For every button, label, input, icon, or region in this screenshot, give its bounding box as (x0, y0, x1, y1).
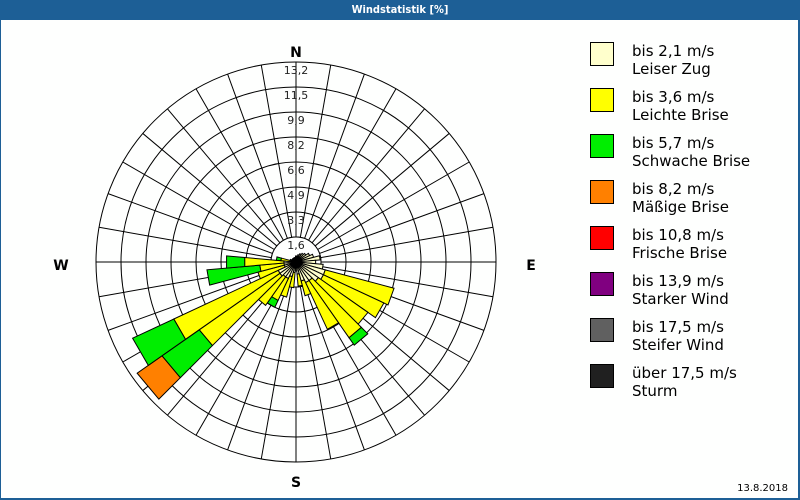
chart-panel: 1,6 3,3 4,9 6,6 8,2 9,9 11,5 13,2 N S W E bis 2,1 m… (1, 20, 798, 498)
ring-label: 11,5 (284, 89, 309, 102)
compass-W: W (53, 258, 68, 274)
legend-label: bis 2,1 m/s Leiser Zug (632, 42, 715, 78)
sector-bar (348, 326, 369, 346)
ring-label: 9,9 (287, 114, 305, 127)
ring-label: 13,2 (284, 64, 309, 77)
legend-swatch (590, 42, 614, 66)
sector-bar (300, 279, 312, 297)
ring-label: 4,9 (287, 189, 305, 202)
sector-bar (136, 355, 181, 400)
legend-label: bis 5,7 m/s Schwache Brise (632, 134, 751, 170)
sector-bar (131, 318, 187, 367)
legend-label: bis 13,9 m/s Starker Wind (632, 272, 729, 308)
window-title: Windstatistik [%] (0, 0, 800, 20)
date-label: 13.8.2018 (737, 483, 788, 494)
sector-bar (320, 274, 385, 319)
ring-label: 1,6 (287, 239, 305, 252)
compass-N: N (290, 45, 302, 61)
compass-E: E (526, 258, 536, 274)
sectors (131, 252, 395, 400)
legend-label: bis 17,5 m/s Steifer Wind (632, 318, 724, 354)
legend-swatch (590, 272, 614, 296)
legend-swatch (590, 318, 614, 342)
sector-bar (275, 256, 282, 262)
legend-swatch (590, 88, 614, 112)
sector-bar (322, 269, 395, 306)
sector-bar (206, 264, 262, 286)
legend-label: bis 10,8 m/s Frische Brise (632, 226, 728, 262)
legend-swatch (590, 134, 614, 158)
sector-bar (304, 279, 340, 330)
sector-bar (294, 256, 297, 263)
compass-S: S (291, 475, 301, 491)
legend-label: bis 3,6 m/s Leichte Brise (632, 88, 729, 124)
legend-swatch (590, 180, 614, 204)
ring-label: 8,2 (287, 139, 305, 152)
ring-label: 6,6 (287, 164, 305, 177)
legend-label: bis 8,2 m/s Mäßige Brise (632, 180, 729, 216)
legend-swatch (590, 364, 614, 388)
sector-bar (226, 255, 246, 269)
legend-label: über 17,5 m/s Sturm (632, 364, 737, 400)
legend-swatch (590, 226, 614, 250)
sector-bar (296, 273, 303, 287)
wind-rose-chart: 1,6 3,3 4,9 6,6 8,2 9,9 11,5 13,2 N S W E (53, 45, 536, 491)
ring-label: 3,3 (287, 214, 305, 227)
